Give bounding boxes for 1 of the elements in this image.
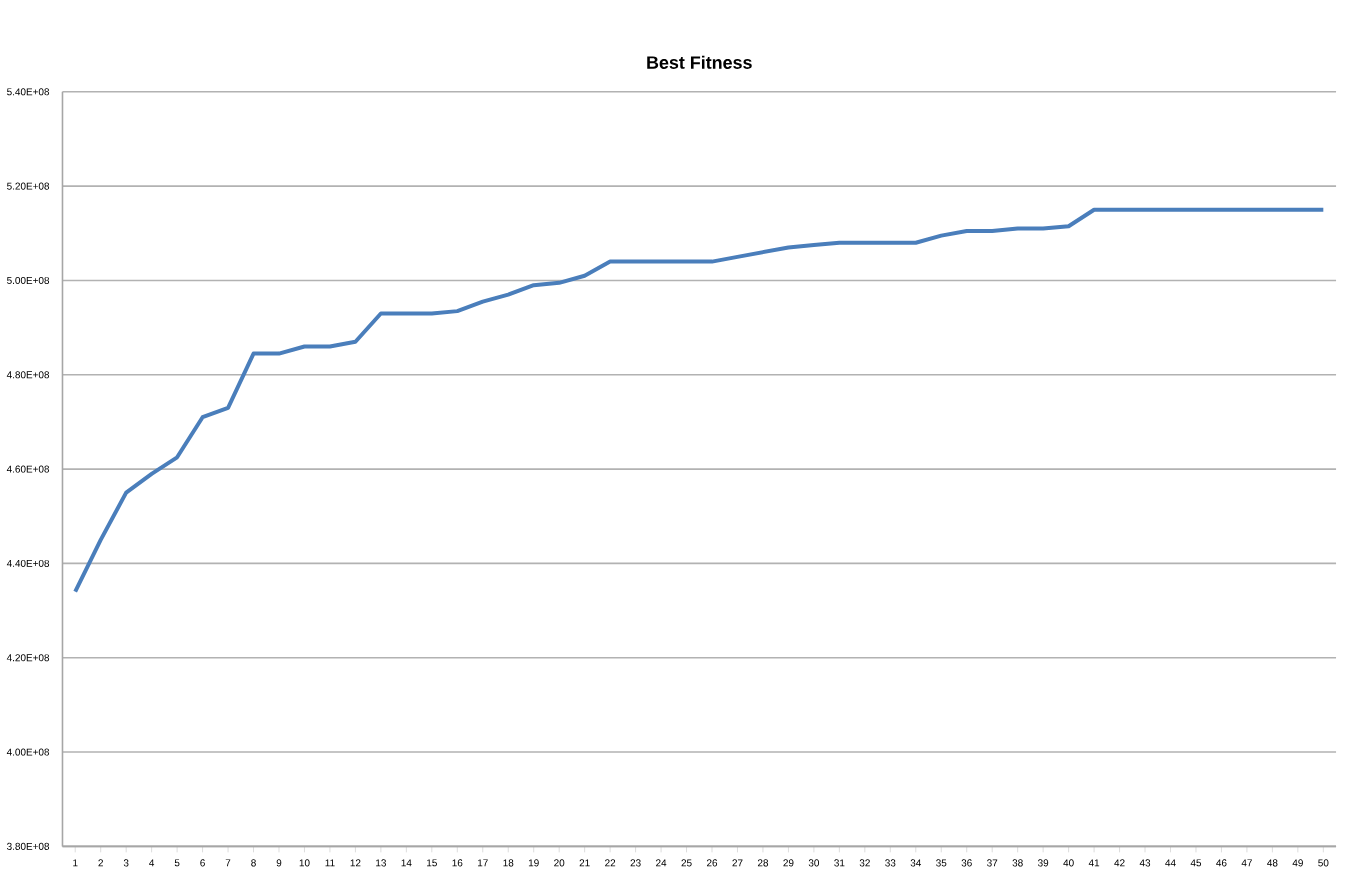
chart-title: Best Fitness (647, 55, 752, 69)
